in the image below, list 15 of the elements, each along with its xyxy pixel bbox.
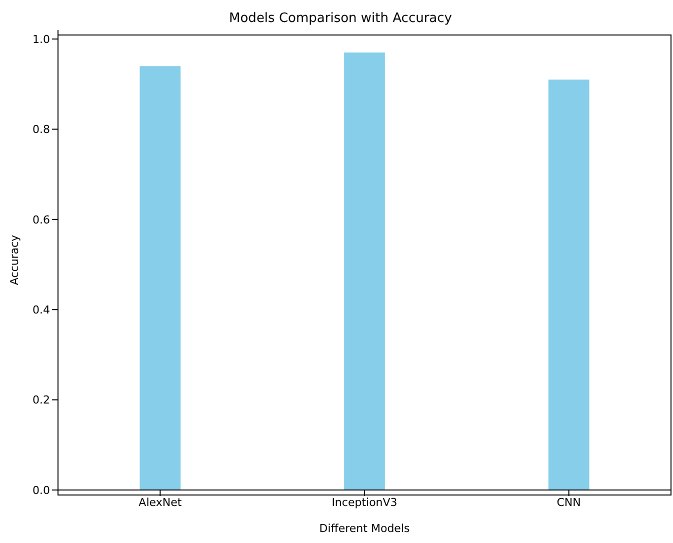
x-tick-label: InceptionV3 xyxy=(332,496,398,509)
x-tick-label: AlexNet xyxy=(138,496,182,509)
bar xyxy=(140,66,181,490)
y-tick-label: 0.0 xyxy=(32,484,50,497)
y-tick-label: 1.0 xyxy=(32,32,50,46)
y-tick-label: 0.6 xyxy=(32,213,50,226)
x-axis-title: Different Models xyxy=(319,522,410,535)
y-tick-label: 0.4 xyxy=(32,304,50,317)
bar xyxy=(344,52,385,490)
y-axis-title: Accuracy xyxy=(8,234,21,286)
y-tick-label: 0.2 xyxy=(32,394,50,407)
bar xyxy=(548,80,590,490)
y-tick-label: 0.8 xyxy=(32,123,50,136)
x-tick-label: CNN xyxy=(556,496,581,509)
chart-title: Models Comparison with Accuracy xyxy=(228,10,453,28)
